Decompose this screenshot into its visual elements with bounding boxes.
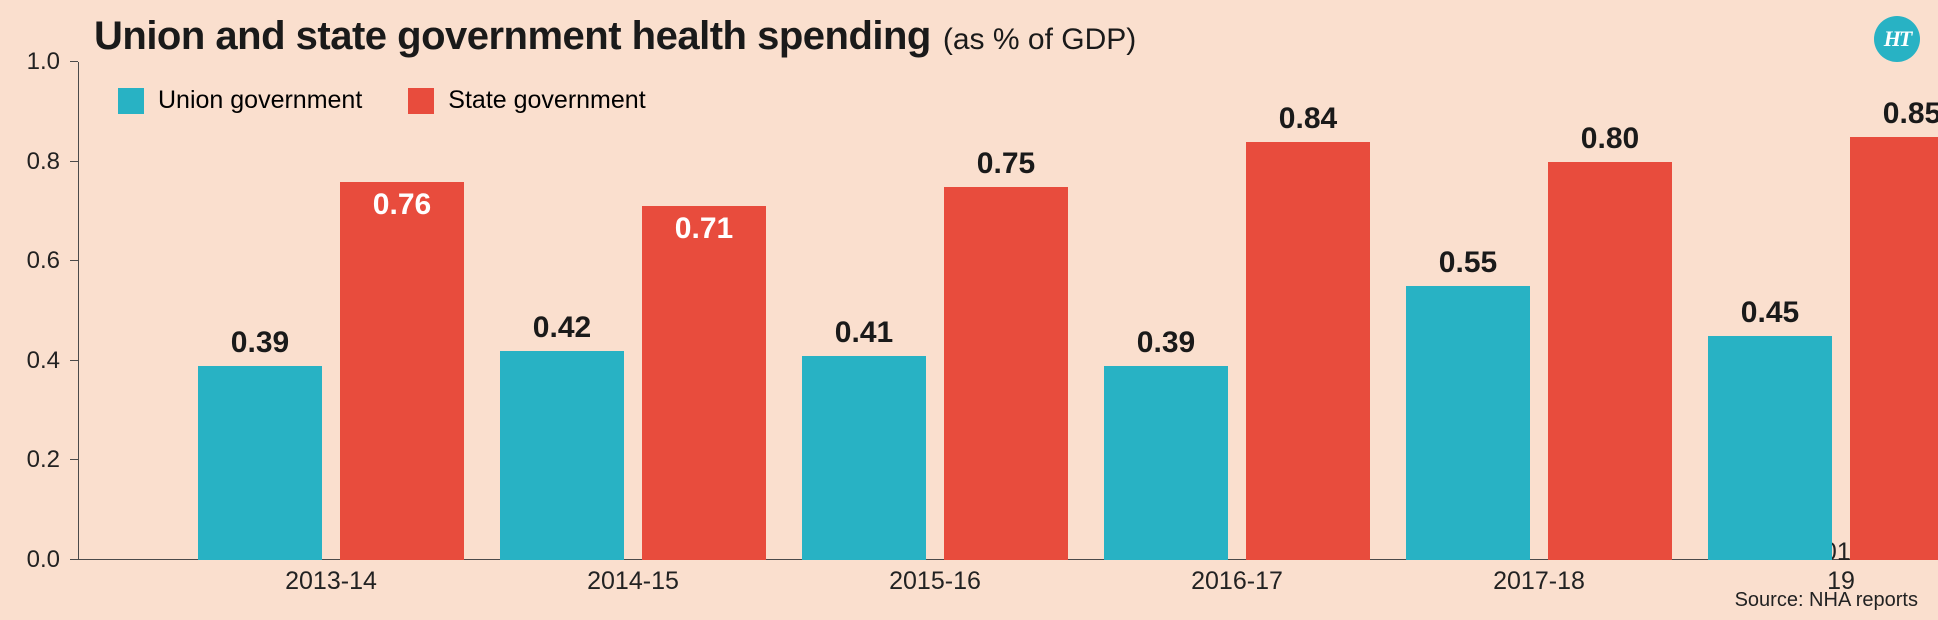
bar-series0: [1406, 286, 1530, 560]
publisher-logo-text: HT: [1884, 26, 1911, 52]
bar-value-label: 0.42: [533, 311, 591, 345]
chart-title: Union and state government health spendi…: [94, 14, 931, 59]
bar-series0: [1708, 336, 1832, 560]
bar-series1: [1850, 137, 1938, 560]
y-tick-mark: [70, 260, 78, 261]
bar-value-label: 0.76: [373, 188, 431, 222]
x-category-label: 2013-14: [285, 567, 377, 596]
y-tick-label: 0.6: [27, 247, 60, 275]
y-tick-label: 0.4: [27, 347, 60, 375]
x-category-label: 2014-15: [587, 567, 679, 596]
bar-series1: [944, 187, 1068, 561]
y-tick-mark: [70, 559, 78, 560]
bar-value-label: 0.85: [1883, 97, 1938, 131]
bar-value-label: 0.45: [1741, 296, 1799, 330]
bar-value-label: 0.41: [835, 316, 893, 350]
bar-value-label: 0.39: [1137, 326, 1195, 360]
bar-series0: [802, 356, 926, 560]
x-category-label: 2017-18: [1493, 567, 1585, 596]
bar-series1: [1548, 162, 1672, 560]
bar-series1: [1246, 142, 1370, 560]
y-axis-line: [78, 62, 79, 560]
x-category-label: 2015-16: [889, 567, 981, 596]
bar-value-label: 0.84: [1279, 102, 1337, 136]
bar-series0: [198, 366, 322, 560]
y-tick-mark: [70, 360, 78, 361]
bar-series0: [1104, 366, 1228, 560]
y-tick-label: 1.0: [27, 48, 60, 76]
bar-value-label: 0.55: [1439, 246, 1497, 280]
y-tick-label: 0.8: [27, 148, 60, 176]
source-attribution: Source: NHA reports: [1735, 589, 1918, 612]
bar-value-label: 0.39: [231, 326, 289, 360]
x-category-label: 2016-17: [1191, 567, 1283, 596]
y-tick-mark: [70, 459, 78, 460]
y-tick-mark: [70, 161, 78, 162]
bar-series0: [500, 351, 624, 560]
bar-value-label: 0.80: [1581, 122, 1639, 156]
publisher-logo: HT: [1874, 16, 1920, 62]
plot-area: 0.00.20.40.60.81.02013-140.390.762014-15…: [78, 62, 1918, 560]
chart-container: Union and state government health spendi…: [0, 0, 1938, 620]
bar-value-label: 0.75: [977, 147, 1035, 181]
bar-series1: [642, 206, 766, 560]
y-tick-label: 0.2: [27, 446, 60, 474]
y-tick-mark: [70, 61, 78, 62]
chart-subtitle: (as % of GDP): [943, 23, 1136, 57]
chart-title-block: Union and state government health spendi…: [94, 14, 1136, 59]
bar-value-label: 0.71: [675, 212, 733, 246]
bar-series1: [340, 182, 464, 560]
y-tick-label: 0.0: [27, 546, 60, 574]
